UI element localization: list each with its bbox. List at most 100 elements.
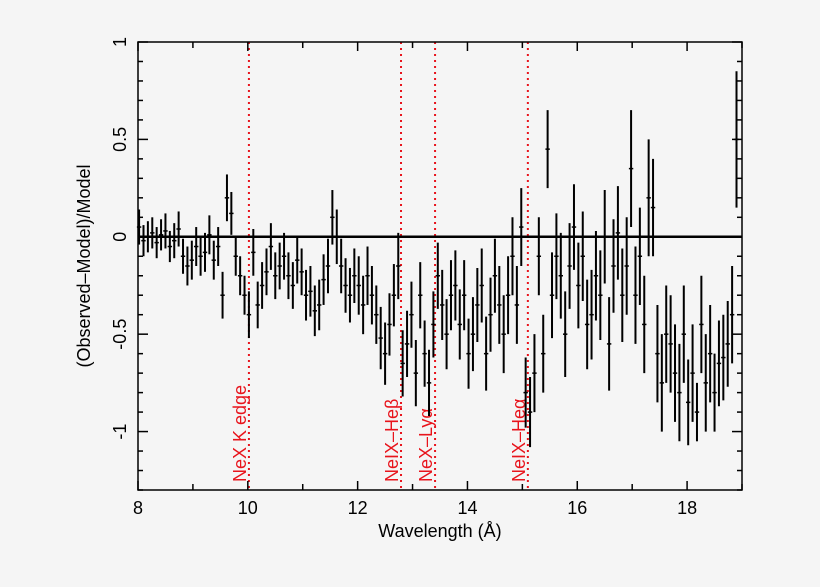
y-tick-label: 0.5 [110, 127, 130, 152]
data-point [172, 223, 177, 259]
data-point [154, 227, 159, 259]
data-point [483, 316, 489, 391]
data-point [378, 306, 383, 370]
data-point [672, 324, 678, 422]
data-point [642, 275, 647, 374]
data-point [215, 227, 221, 266]
data-point [716, 320, 722, 407]
data-point [440, 269, 445, 341]
data-point [338, 238, 344, 294]
data-point [510, 217, 515, 296]
data-point [729, 266, 735, 364]
y-axis-label: (Observed–Model)/Model [74, 164, 94, 367]
data-point [374, 285, 379, 344]
data-point [470, 297, 476, 372]
data-point [606, 297, 612, 391]
data-point [237, 256, 243, 296]
data-point [527, 377, 533, 448]
data-point [382, 322, 388, 385]
data-point [286, 252, 291, 300]
data-point [369, 266, 375, 325]
data-point [615, 186, 621, 280]
data-point [514, 266, 520, 344]
data-point [211, 240, 216, 280]
data-point [659, 334, 665, 432]
annotation-label: NeIX–Heα [509, 399, 529, 482]
data-point [163, 213, 168, 249]
data-point [422, 320, 427, 387]
data-point [497, 266, 502, 344]
data-point [352, 248, 357, 304]
data-point [312, 285, 318, 337]
data-point [633, 246, 638, 344]
data-point [519, 188, 524, 266]
data-point [400, 330, 405, 397]
data-point [501, 295, 506, 374]
data-point [259, 262, 265, 309]
axis-ticks [137, 41, 743, 491]
data-point [677, 343, 682, 442]
data-point [224, 174, 230, 222]
data-point [360, 275, 366, 335]
data-point [413, 340, 419, 407]
annotation: NeIX–Heα [509, 42, 529, 490]
data-point [229, 191, 234, 235]
data-point [409, 281, 414, 348]
data-point [628, 110, 634, 228]
tick-labels: 8 10 12 14 16 18 1 0.5 0 -0.5 -1 [110, 37, 697, 518]
data-point [712, 353, 717, 432]
data-point [457, 289, 462, 360]
x-tick-label: 16 [567, 498, 587, 518]
data-point [391, 264, 397, 327]
data-point [330, 190, 335, 245]
data-point [233, 236, 238, 276]
data-point [290, 262, 296, 309]
annotation-lines: NeX K edge NeIX–Heβ NeX–Lyα NeIX–Heα [230, 42, 529, 490]
x-tick-label: 14 [457, 498, 477, 518]
data-point [554, 213, 559, 300]
data-points [136, 71, 739, 448]
data-point [681, 285, 686, 383]
data-point [453, 250, 458, 321]
x-tick-label: 12 [348, 498, 368, 518]
data-point [303, 269, 309, 321]
data-point [264, 248, 269, 296]
data-point [194, 227, 199, 266]
annotation-label: NeIX–Heβ [382, 399, 402, 482]
data-point [624, 217, 629, 315]
data-point [475, 267, 480, 342]
data-point [198, 236, 203, 276]
data-point [725, 301, 730, 387]
data-point [435, 242, 440, 309]
data-point [466, 318, 471, 389]
data-point [150, 217, 155, 249]
annotation: NeIX–Heβ [382, 42, 403, 490]
data-point [273, 252, 278, 300]
data-point [655, 304, 660, 403]
data-point [277, 242, 282, 290]
annotation-label: NeX–Lyα [416, 408, 436, 482]
y-tick-label: 1 [110, 37, 130, 47]
data-point [541, 314, 546, 393]
data-point [418, 262, 423, 329]
data-point [488, 277, 493, 352]
data-point [492, 238, 498, 313]
data-point [707, 304, 713, 403]
data-point [444, 299, 449, 370]
y-tick-label: -0.5 [110, 319, 130, 350]
data-point [668, 295, 673, 393]
data-point [690, 324, 695, 422]
data-point [246, 291, 252, 339]
x-tick-label: 8 [133, 498, 143, 518]
data-point [589, 269, 594, 360]
data-point [387, 293, 392, 356]
data-point [664, 285, 669, 383]
data-point [365, 246, 370, 305]
data-point [141, 225, 146, 257]
data-point [703, 334, 708, 432]
data-point [185, 246, 190, 286]
data-point [242, 275, 247, 315]
data-point [325, 238, 331, 294]
annotation: NeX–Lyα [416, 42, 437, 490]
data-point [180, 238, 186, 274]
